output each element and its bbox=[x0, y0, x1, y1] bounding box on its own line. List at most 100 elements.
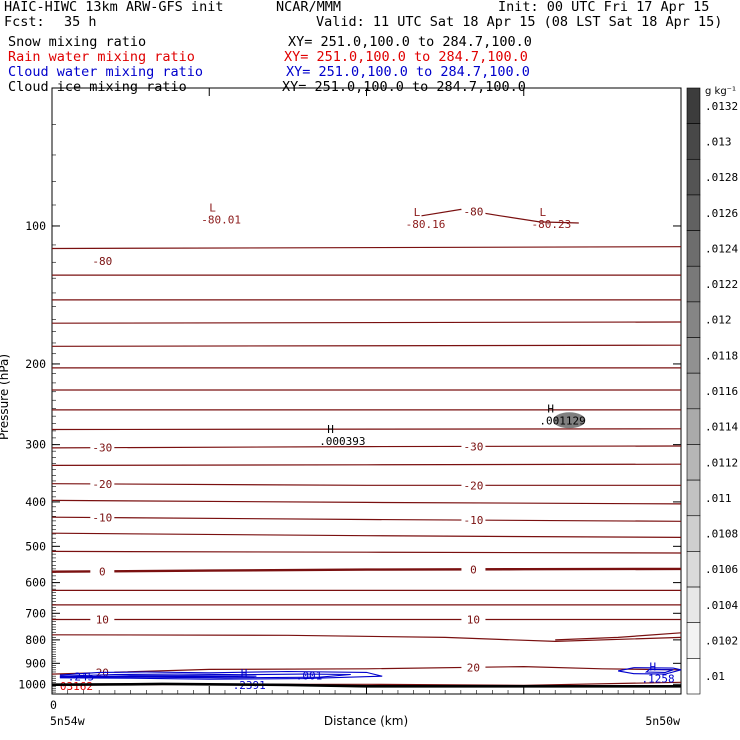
model-title: HAIC-HIWC 13km ARW-GFS init bbox=[4, 0, 224, 15]
colorbar-label: .0112 bbox=[705, 456, 738, 469]
init-time: Init: 00 UTC Fri 17 Apr 15 bbox=[498, 0, 710, 15]
cloud-water-contour bbox=[59, 670, 383, 680]
field-xy-cloud-water: XY= 251.0,100.0 to 284.7,100.0 bbox=[286, 64, 530, 80]
colorbar-swatch bbox=[686, 123, 701, 160]
surface-line bbox=[51, 682, 681, 688]
colorbar-swatch bbox=[686, 372, 701, 410]
colorbar-label: .0116 bbox=[705, 385, 738, 398]
x-tick-zero: 0 bbox=[50, 698, 57, 712]
colorbar-label: .0128 bbox=[705, 171, 738, 184]
isotherm--75 bbox=[51, 246, 682, 250]
fcst-label: Fcst: bbox=[4, 14, 45, 30]
colorbar-unit: g kg⁻¹ bbox=[705, 86, 736, 97]
colorbar-label: .0106 bbox=[705, 563, 738, 576]
fcst-value: 35 h bbox=[64, 14, 97, 30]
extremum-marker-H: H bbox=[547, 402, 554, 415]
colorbar-label: .013 bbox=[705, 135, 732, 148]
y-tick-label-500: 500 bbox=[25, 539, 46, 553]
rain-water-label: 03162 bbox=[60, 680, 93, 693]
colorbar-label: .0126 bbox=[705, 207, 738, 220]
isotherm-label-bg bbox=[461, 613, 486, 626]
extremum-value: .001129 bbox=[539, 414, 585, 427]
isotherm-label-bg bbox=[90, 613, 115, 626]
terrain-surface bbox=[51, 682, 681, 688]
isotherm-0 bbox=[51, 567, 682, 573]
colorbar-swatch bbox=[686, 479, 701, 517]
colorbar-label: .0118 bbox=[705, 349, 738, 362]
isotherm-label--20: -20 bbox=[92, 478, 112, 491]
field-xy-cloud-ice: XY= 251.0,100.0 to 284.7,100.0 bbox=[282, 79, 526, 95]
field-name-cloud-ice: Cloud ice mixing ratio bbox=[8, 79, 187, 95]
isotherm-label-bg bbox=[90, 511, 115, 524]
colorbar-label: .0114 bbox=[705, 421, 738, 434]
colorbar-swatch bbox=[686, 551, 701, 588]
isotherm-label-bg bbox=[90, 255, 115, 268]
isotherm-label-10: 10 bbox=[96, 613, 109, 626]
extremum-marker-L: L bbox=[539, 206, 546, 219]
extremum-marker-L: L bbox=[414, 206, 421, 219]
isotherm--15 bbox=[51, 499, 682, 505]
y-tick-label-200: 200 bbox=[25, 357, 46, 371]
colorbar-label: .0102 bbox=[705, 635, 738, 648]
colorbar-label: .0132 bbox=[705, 100, 738, 113]
colorbar-swatch bbox=[686, 408, 701, 445]
colorbar-label: .0124 bbox=[705, 242, 738, 255]
cloud-water-contour bbox=[59, 673, 351, 679]
cloud-water-contour bbox=[644, 668, 674, 673]
isotherm-13 bbox=[555, 632, 682, 641]
isotherm--5 bbox=[51, 532, 682, 538]
colorbar-swatch bbox=[686, 337, 701, 374]
extrema-labels: L-80.01L-80.16L-80.23H.001129H.000393H.2… bbox=[201, 202, 674, 693]
colorbar-label: .012 bbox=[705, 314, 732, 327]
y-tick-label-300: 300 bbox=[25, 438, 46, 452]
field-xy-snow: XY= 251.0,100.0 to 284.7,100.0 bbox=[288, 34, 532, 50]
y-tick-label-400: 400 bbox=[25, 495, 46, 509]
isotherm-label-bg bbox=[90, 565, 115, 578]
isotherm-label-bg bbox=[461, 205, 486, 218]
field-name-cloud-water: Cloud water mixing ratio bbox=[8, 64, 204, 80]
colorbar-swatch bbox=[686, 265, 701, 303]
cloud-water-label: .001 bbox=[296, 670, 323, 683]
field-name-rain: Rain water mixing ratio bbox=[8, 49, 195, 65]
isotherm-label--10: -10 bbox=[463, 514, 483, 527]
y-tick-label-600: 600 bbox=[25, 576, 46, 590]
isotherm--55 bbox=[51, 344, 682, 347]
field-name-snow: Snow mixing ratio bbox=[8, 34, 147, 50]
x-left-location: 5n54w bbox=[50, 714, 85, 728]
isotherm-label-bg bbox=[461, 514, 486, 527]
y-axis-label: Pressure (hPa) bbox=[0, 354, 11, 440]
isotherm-label--20: -20 bbox=[463, 479, 483, 492]
x-right-location: 5n50w bbox=[645, 714, 680, 728]
isotherm-label-20: 20 bbox=[467, 661, 480, 674]
colorbar-swatch bbox=[686, 194, 701, 231]
extremum-value: -80.16 bbox=[406, 218, 446, 231]
y-tick-label-100: 100 bbox=[25, 219, 46, 233]
isotherm-label-bg bbox=[461, 440, 486, 453]
isotherm-label-0: 0 bbox=[470, 563, 477, 576]
valid-time: Valid: 11 UTC Sat 18 Apr 15 (08 LST Sat … bbox=[316, 14, 723, 30]
colorbar-label: .0122 bbox=[705, 278, 738, 291]
isotherm-label-bg bbox=[461, 479, 486, 492]
isotherm-label--10: -10 bbox=[92, 512, 112, 525]
colorbar-swatch bbox=[686, 158, 701, 196]
isotherm-label-0: 0 bbox=[99, 565, 106, 578]
colorbar-swatch bbox=[686, 444, 701, 481]
cloud-water-contour bbox=[59, 675, 257, 678]
isotherm--10 bbox=[51, 516, 682, 522]
extremum-value: .1258 bbox=[642, 672, 675, 685]
extremum-value: .000393 bbox=[319, 435, 365, 448]
isotherm--35 bbox=[51, 428, 682, 431]
cloud-water-contour bbox=[617, 667, 682, 675]
isotherm-label-10: 10 bbox=[467, 613, 480, 626]
colorbar-swatch bbox=[686, 87, 701, 124]
isotherm-label-bg bbox=[90, 477, 115, 490]
isotherm--80 bbox=[421, 208, 579, 224]
colorbar-swatch bbox=[686, 586, 701, 624]
org-label: NCAR/MMM bbox=[276, 0, 342, 15]
colorbar-label: .0104 bbox=[705, 599, 738, 612]
extremum-value: -80.23 bbox=[531, 218, 571, 231]
isotherm--25 bbox=[51, 463, 682, 466]
